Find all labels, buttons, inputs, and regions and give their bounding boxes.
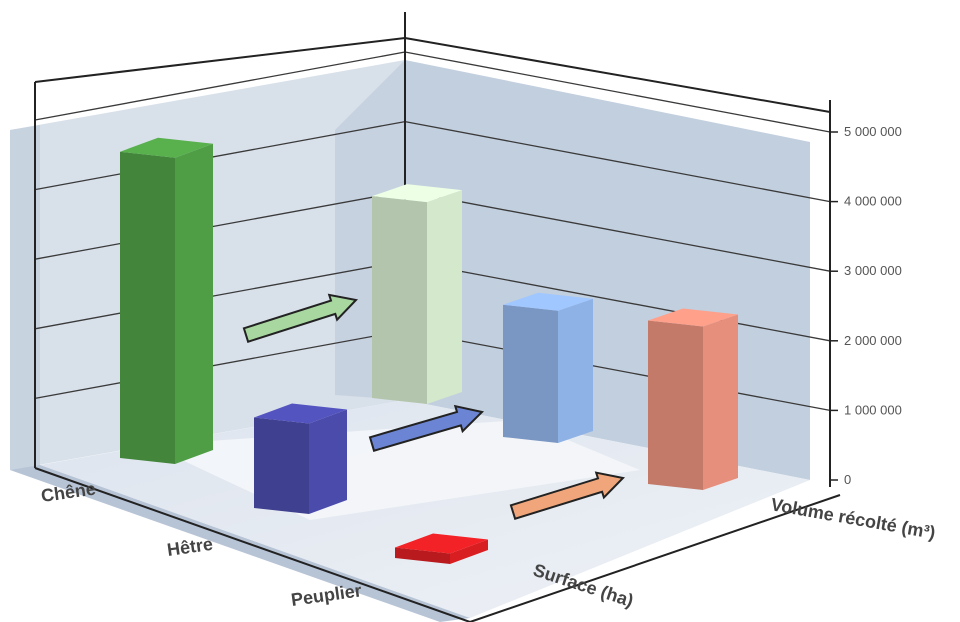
bar-volume-2	[648, 308, 738, 490]
y-axis: 0 1 000 000 2 000 000 3 000 000 4 000 000 5 0…	[830, 124, 902, 487]
bar-surface-2	[395, 533, 488, 564]
frame-top-left	[34, 37, 406, 83]
bar-surface-2-top	[395, 533, 488, 554]
bar-volume-2-side	[703, 314, 738, 490]
bar-surface-0-top	[120, 137, 213, 158]
gridline	[404, 260, 831, 342]
gridline	[404, 329, 831, 412]
y-tick-label: 1 000 000	[844, 402, 902, 417]
y-tick-label: 0	[844, 472, 851, 487]
frame-bottom-front	[34, 467, 471, 622]
back-wall-left-shade	[10, 125, 40, 470]
arrow-1	[368, 404, 485, 452]
category-label-peuplier: Peuplier	[290, 580, 363, 610]
floor-edge	[10, 465, 470, 622]
bar-volume-0-front	[372, 196, 427, 404]
y-tick-label: 5 000 000	[844, 124, 902, 139]
gridline	[404, 120, 831, 203]
gridline	[404, 190, 831, 272]
bar-volume-0	[372, 184, 462, 404]
gridlines-left-wall	[34, 51, 406, 400]
bar-surface-1-side	[309, 409, 347, 514]
bar-surface-2-front	[395, 547, 450, 564]
bar-volume-2-front	[648, 320, 703, 490]
bar-volume-1-top	[503, 292, 593, 311]
arrows	[242, 293, 626, 520]
gridline	[404, 51, 831, 133]
bar-volume-1-front	[503, 304, 558, 443]
bar-surface-0	[120, 137, 213, 464]
bar-volume-1	[503, 292, 593, 443]
bar-volume-0-side	[427, 190, 462, 404]
series-label-volume: Volume récolté (m³)	[769, 494, 937, 543]
y-tick-label: 2 000 000	[844, 333, 902, 348]
arrow-2	[509, 471, 626, 520]
gridline	[34, 51, 406, 121]
bar-surface-0-side	[175, 143, 213, 464]
frame-top-right	[404, 37, 831, 113]
gridline	[34, 329, 406, 400]
frame-bottom-right	[469, 494, 841, 622]
bar-surface-2-side	[450, 539, 488, 564]
bar-volume-0-top	[372, 184, 462, 203]
gridline	[34, 190, 406, 260]
category-label-hetre: Hêtre	[166, 534, 214, 560]
bars	[120, 137, 738, 564]
bar-surface-1-front	[254, 417, 309, 514]
y-tick-label: 4 000 000	[844, 194, 902, 209]
bar-volume-1-side	[558, 298, 593, 443]
gridline	[34, 120, 406, 191]
gridline	[34, 260, 406, 330]
y-tick-label: 3 000 000	[844, 263, 902, 278]
bar-volume-2-top	[648, 308, 738, 327]
arrow-0	[242, 293, 358, 343]
bar-surface-1	[254, 403, 347, 514]
gridlines-right-wall	[404, 51, 831, 412]
bar-surface-0-front	[120, 151, 175, 464]
bar-surface-1-top	[254, 403, 347, 424]
